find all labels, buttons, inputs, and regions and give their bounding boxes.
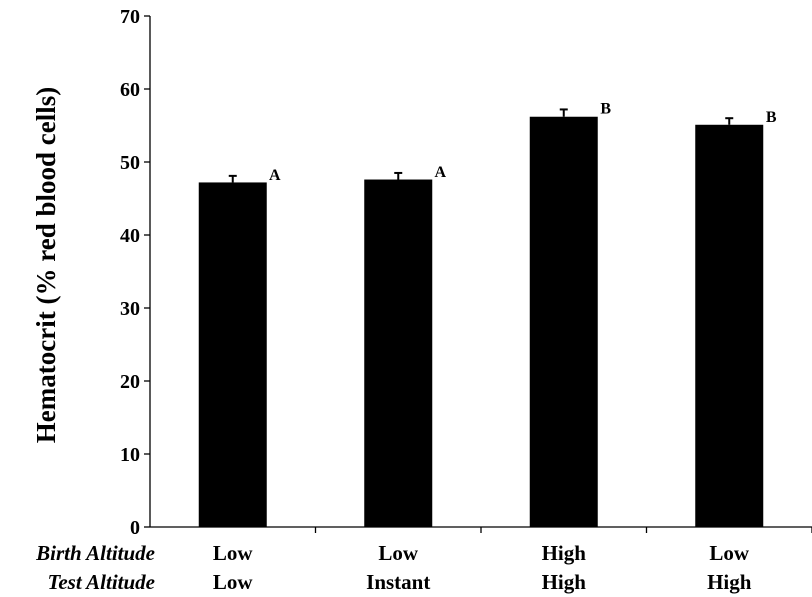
bar [198, 182, 267, 527]
category-test-label: Instant [366, 570, 430, 594]
x-axis [150, 526, 812, 533]
y-tick-label: 70 [120, 6, 140, 28]
significance-label: A [434, 164, 446, 181]
category-birth-label: Low [378, 541, 419, 565]
bar [529, 116, 598, 528]
significance-label: B [600, 100, 611, 117]
y-tick-label: 60 [120, 79, 140, 101]
significance-label: B [766, 109, 777, 126]
category-birth-label: High [542, 541, 587, 565]
error-bars [228, 108, 734, 183]
y-tick-label: 10 [120, 444, 140, 466]
y-tick-label: 20 [120, 371, 140, 393]
y-tick-label: 50 [120, 152, 140, 174]
category-test-label: Low [213, 570, 254, 594]
category-birth-label: Low [709, 541, 750, 565]
bar [695, 124, 764, 528]
category-test-label: High [707, 570, 752, 594]
significance-labels: A A B B [269, 100, 777, 183]
birth-altitude-row-label: Birth Altitude [35, 541, 155, 565]
category-labels: Low Low Low Instant High High Low High [213, 541, 752, 594]
y-tick-label: 40 [120, 225, 140, 247]
significance-label: A [269, 167, 281, 184]
y-tick-label: 0 [130, 517, 140, 539]
bars [198, 116, 764, 528]
bar [364, 179, 433, 527]
test-altitude-row-label: Test Altitude [47, 570, 155, 594]
y-tick-label: 30 [120, 298, 140, 320]
category-test-label: High [542, 570, 587, 594]
category-birth-label: Low [213, 541, 254, 565]
y-axis-label: Hematocrit (% red blood cells) [31, 87, 61, 443]
y-axis: 0 10 20 30 40 50 60 70 [120, 6, 151, 539]
